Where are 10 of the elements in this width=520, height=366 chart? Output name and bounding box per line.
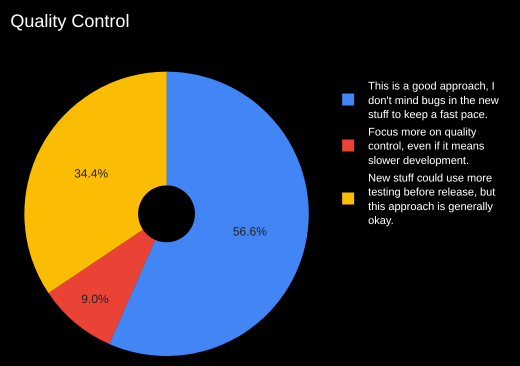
data-label: 9.0% (81, 292, 109, 306)
chart-title: Quality Control (10, 11, 130, 32)
data-label: 34.4% (74, 166, 108, 181)
donut-slice (109, 72, 309, 356)
data-label: 56.6% (232, 224, 268, 238)
donut-slice (24, 72, 167, 293)
legend-label: Focus more on quality control, even if it means slower development. (368, 126, 485, 168)
donut-slice (48, 230, 156, 344)
legend-label: New stuff could use more testing before release, but this approach is generally okay. (368, 172, 496, 228)
legend-label: This is a good approach, I don't mind bugs in the new stuff to keep a fast pace. (368, 80, 499, 122)
